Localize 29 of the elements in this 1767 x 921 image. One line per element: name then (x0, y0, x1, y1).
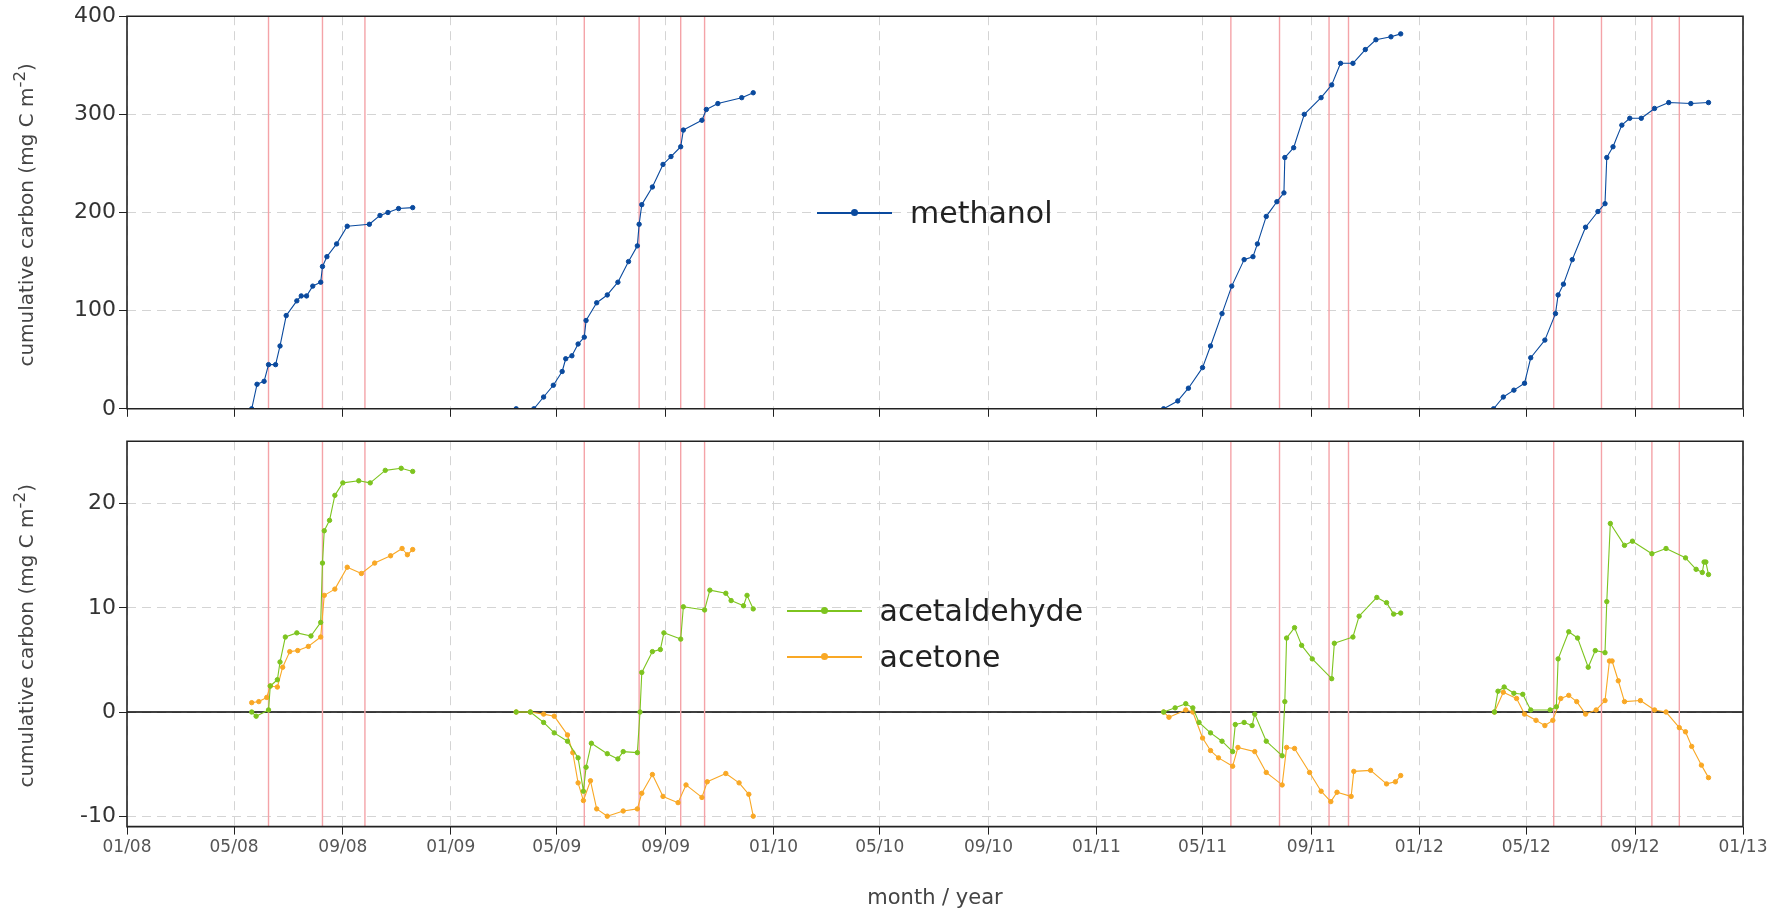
x-tick-label: 01/08 (102, 836, 152, 857)
x-tick-label: 09/09 (641, 836, 691, 857)
x-tick-label: 01/11 (1071, 836, 1121, 857)
x-tick-label: 09/11 (1286, 836, 1336, 857)
x-tick-label: 05/10 (855, 836, 905, 857)
x-tick-label: 05/12 (1501, 836, 1551, 857)
y-tick-label: 10 (88, 593, 116, 619)
x-tick-label: 05/11 (1178, 836, 1228, 857)
x-tick-label: 09/10 (964, 836, 1014, 857)
y-tick-label: -10 (80, 801, 116, 827)
x-tick-label: 01/13 (1718, 836, 1767, 857)
y-tick-label: 0 (102, 697, 116, 723)
x-tick-label: 05/09 (532, 836, 582, 857)
y-tick-label: 20 (88, 489, 116, 515)
y-tick-label: 400 (74, 1, 116, 27)
legend-label: acetone (879, 639, 1001, 675)
y-tick-label: 100 (74, 296, 116, 322)
x-tick-label: 09/08 (318, 836, 368, 857)
y-tick-label: 300 (74, 100, 116, 126)
y-tick-label: 0 (102, 394, 116, 420)
x-axis-title: month / year (866, 885, 1004, 909)
x-tick-label: 01/09 (426, 836, 476, 857)
y-tick-label: 200 (74, 198, 116, 224)
x-tick-label: 05/08 (209, 836, 259, 857)
x-tick-label: 01/12 (1394, 836, 1444, 857)
legend-label: acetaldehyde (879, 593, 1084, 629)
legend-label: methanol (910, 195, 1053, 230)
x-tick-label: 09/12 (1610, 836, 1660, 857)
x-tick-label: 01/10 (749, 836, 799, 857)
